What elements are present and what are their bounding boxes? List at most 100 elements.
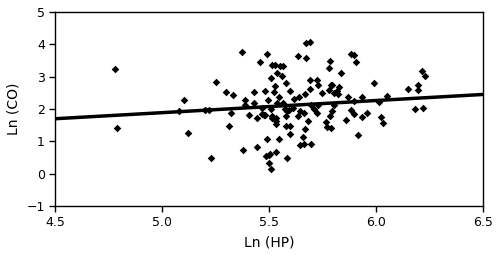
Point: [246, 113, 254, 117]
Point: [282, 114, 290, 118]
Point: [302, 56, 310, 60]
Point: [208, 156, 216, 160]
Point: [330, 103, 338, 107]
Point: [380, 121, 388, 125]
Point: [306, 40, 314, 44]
Point: [262, 154, 270, 158]
Point: [284, 156, 292, 160]
Point: [334, 89, 342, 93]
Point: [272, 122, 280, 126]
Point: [314, 83, 322, 87]
Point: [286, 132, 294, 136]
Point: [404, 87, 411, 91]
Point: [222, 90, 230, 94]
Point: [370, 81, 378, 85]
Point: [328, 83, 336, 87]
Point: [342, 118, 349, 122]
Point: [286, 124, 294, 128]
Point: [271, 63, 279, 67]
Point: [282, 124, 290, 128]
Point: [419, 106, 427, 110]
Point: [318, 91, 326, 95]
Point: [263, 137, 271, 141]
Point: [301, 127, 309, 131]
Point: [363, 111, 371, 115]
Point: [350, 112, 358, 116]
Point: [327, 126, 335, 131]
Point: [300, 142, 308, 146]
Point: [350, 52, 358, 57]
Point: [261, 113, 269, 117]
Point: [327, 83, 335, 87]
Point: [376, 100, 384, 104]
Point: [281, 107, 289, 111]
Point: [176, 109, 184, 113]
Point: [283, 109, 291, 113]
Point: [314, 103, 322, 108]
Point: [308, 142, 316, 146]
Point: [358, 95, 366, 99]
Point: [201, 108, 209, 112]
Point: [258, 106, 266, 110]
Point: [268, 113, 276, 118]
Point: [313, 78, 321, 82]
Point: [299, 135, 307, 140]
Point: [296, 143, 304, 147]
Point: [272, 119, 280, 123]
Point: [275, 95, 283, 99]
Point: [263, 52, 271, 56]
Point: [352, 60, 360, 65]
Point: [240, 98, 248, 102]
Point: [278, 101, 286, 105]
Point: [314, 111, 322, 115]
Point: [270, 90, 278, 94]
Point: [350, 99, 358, 103]
Point: [306, 87, 314, 91]
Point: [296, 109, 304, 113]
Point: [238, 50, 246, 54]
Point: [286, 89, 294, 93]
Point: [272, 84, 280, 88]
Point: [294, 113, 302, 118]
Point: [295, 95, 303, 100]
Point: [206, 108, 214, 112]
Point: [302, 92, 310, 96]
Point: [266, 152, 274, 156]
Point: [261, 89, 269, 93]
Point: [114, 126, 122, 130]
Point: [288, 106, 296, 110]
Point: [260, 113, 268, 118]
Point: [253, 145, 261, 149]
Point: [300, 111, 308, 115]
Point: [286, 108, 294, 112]
Point: [411, 107, 419, 111]
Point: [414, 88, 422, 92]
Point: [334, 85, 342, 89]
Point: [180, 98, 188, 102]
Point: [275, 137, 283, 141]
Point: [383, 94, 391, 98]
Point: [276, 64, 284, 68]
Point: [334, 92, 342, 97]
Point: [250, 90, 258, 94]
Point: [348, 108, 356, 112]
Point: [358, 115, 366, 119]
Point: [250, 101, 258, 105]
Point: [304, 119, 312, 123]
Point: [330, 91, 338, 95]
Point: [278, 74, 286, 78]
Point: [264, 98, 272, 102]
Point: [307, 102, 315, 106]
Point: [267, 76, 275, 80]
Point: [414, 83, 422, 87]
Point: [212, 80, 220, 84]
Point: [344, 95, 351, 99]
Point: [256, 60, 264, 64]
Point: [282, 80, 290, 84]
Point: [323, 125, 331, 129]
Point: [322, 120, 330, 124]
Point: [325, 88, 333, 92]
Point: [290, 97, 298, 101]
Point: [267, 167, 275, 172]
X-axis label: Ln (HP): Ln (HP): [244, 235, 294, 249]
